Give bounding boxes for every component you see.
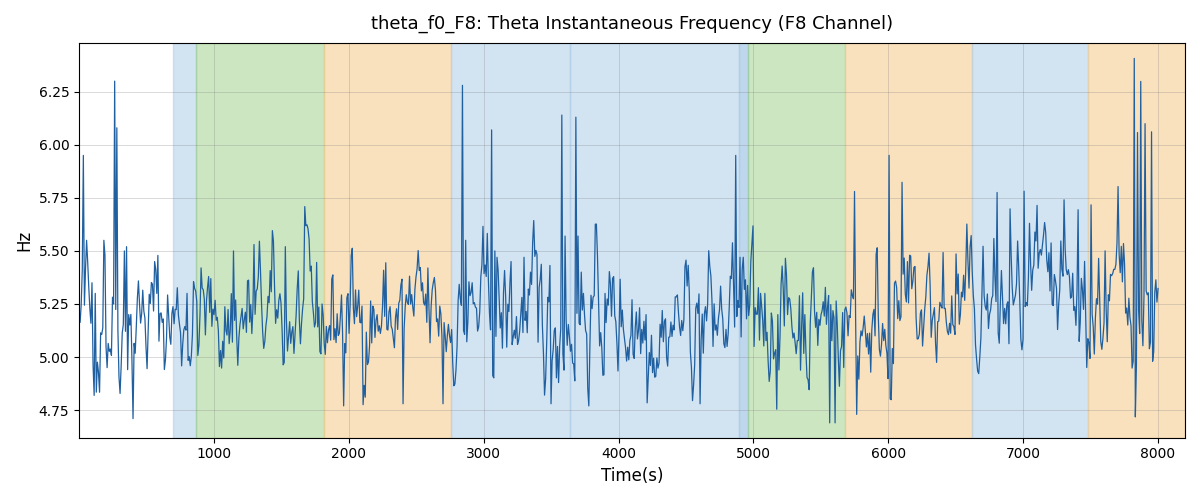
Title: theta_f0_F8: Theta Instantaneous Frequency (F8 Channel): theta_f0_F8: Theta Instantaneous Frequen…: [371, 15, 893, 34]
Bar: [324, 43, 451, 438]
Bar: [174, 43, 197, 438]
Bar: [748, 43, 845, 438]
Bar: [845, 43, 972, 438]
Bar: [1088, 43, 1184, 438]
Bar: [738, 43, 748, 438]
Bar: [570, 43, 738, 438]
Y-axis label: Hz: Hz: [14, 230, 32, 251]
Bar: [451, 43, 570, 438]
Bar: [197, 43, 324, 438]
Bar: [972, 43, 1088, 438]
X-axis label: Time(s): Time(s): [601, 467, 664, 485]
